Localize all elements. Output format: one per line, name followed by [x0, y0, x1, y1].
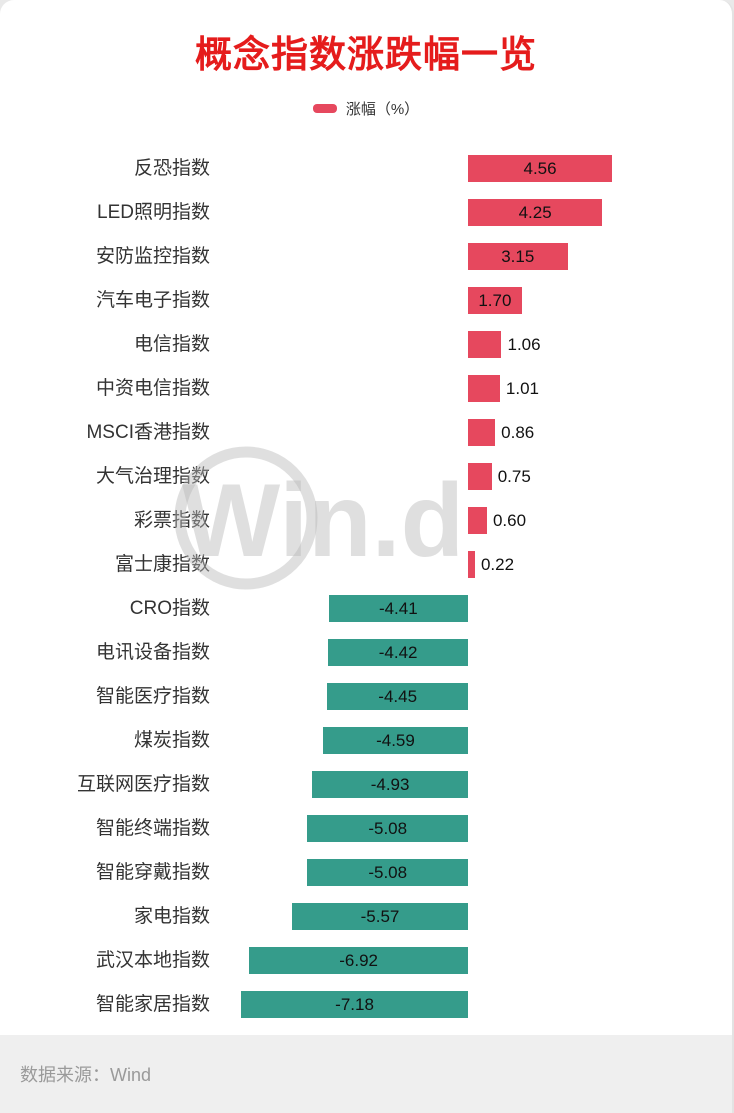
chart-row: 智能终端指数 -5.08	[0, 807, 732, 851]
category-label: 煤炭指数	[133, 730, 210, 751]
category-label: 电讯设备指数	[95, 642, 210, 663]
positive-bar	[468, 419, 496, 446]
legend-swatch-icon	[312, 104, 337, 113]
value-label: 0.22	[480, 555, 515, 574]
positive-bar	[468, 155, 613, 182]
value-label: 1.70	[478, 291, 512, 310]
category-label: 智能穿戴指数	[95, 862, 210, 883]
value-label: 1.01	[505, 379, 539, 398]
legend-label: 涨幅（%）	[345, 101, 420, 118]
chart-row: 智能医疗指数 -4.45	[0, 675, 732, 719]
chart-row: 智能家居指数 -7.18	[0, 983, 732, 1027]
value-label: 4.25	[518, 203, 552, 222]
chart-row: 电讯设备指数 -4.42	[0, 631, 732, 675]
chart-row: 中资电信指数 1.01	[0, 367, 732, 411]
negative-bar	[322, 727, 468, 754]
positive-bar	[468, 463, 492, 490]
chart-row: LED照明指数 4.25	[0, 191, 732, 235]
category-label: 汽车电子指数	[95, 290, 210, 311]
category-label: 大气治理指数	[95, 466, 210, 487]
category-label: 电信指数	[133, 334, 210, 355]
value-label: 1.06	[507, 335, 541, 354]
negative-bar	[307, 859, 468, 886]
chart-row: 反恐指数 4.56	[0, 147, 732, 191]
category-label: LED照明指数	[97, 202, 210, 223]
negative-bar	[249, 947, 468, 974]
chart-row: 互联网医疗指数 -4.93	[0, 763, 732, 807]
category-label: 智能医疗指数	[95, 686, 210, 707]
positive-bar	[468, 507, 487, 534]
chart-row: 电信指数 1.06	[0, 323, 732, 367]
value-label: -4.45	[378, 687, 418, 706]
chart-row: CRO指数 -4.41	[0, 587, 732, 631]
positive-bar	[468, 199, 603, 226]
chart-row: 煤炭指数 -4.59	[0, 719, 732, 763]
value-label: 0.75	[497, 467, 531, 486]
bar-chart: 反恐指数 4.56 LED照明指数 4.25 安防监控指数 3.15 汽车电子指数 1.70 电…	[0, 147, 732, 1027]
category-label: 彩票指数	[133, 510, 210, 531]
positive-bar	[468, 375, 500, 402]
negative-bar	[291, 903, 468, 930]
positive-bar	[468, 287, 522, 314]
chart-row: 富士康指数 0.22	[0, 543, 732, 587]
chart-row: 家电指数 -5.57	[0, 895, 732, 939]
negative-bar	[327, 683, 468, 710]
chart-row: MSCI香港指数 0.86	[0, 411, 732, 455]
data-source-bar: 数据来源：Wind	[0, 1035, 732, 1113]
negative-bar	[328, 595, 468, 622]
category-label: MSCI香港指数	[86, 422, 210, 443]
value-label: -4.59	[376, 731, 415, 750]
value-label: 4.56	[523, 159, 557, 178]
category-label: 中资电信指数	[95, 378, 210, 399]
value-label: -4.93	[370, 775, 410, 794]
value-label: 0.60	[492, 511, 527, 530]
positive-bar	[468, 551, 475, 578]
data-source-label: 数据来源：Wind	[20, 1065, 152, 1085]
category-label: 武汉本地指数	[95, 950, 210, 971]
value-label: -7.18	[335, 995, 374, 1014]
category-label: CRO指数	[129, 598, 210, 619]
negative-bar	[307, 815, 468, 842]
category-label: 智能终端指数	[95, 818, 210, 839]
negative-bar	[312, 771, 468, 798]
negative-bar	[241, 991, 468, 1018]
category-label: 智能家居指数	[95, 994, 210, 1015]
value-label: -5.57	[360, 907, 400, 926]
value-label: -6.92	[339, 951, 379, 970]
chart-row: 智能穿戴指数 -5.08	[0, 851, 732, 895]
category-label: 反恐指数	[133, 158, 210, 179]
value-label: -5.08	[368, 863, 408, 882]
chart-row: 大气治理指数 0.75	[0, 455, 732, 499]
legend: 涨幅（%）	[0, 98, 732, 119]
value-label: -4.42	[378, 643, 418, 662]
chart-row: 汽车电子指数 1.70	[0, 279, 732, 323]
negative-bar	[328, 639, 468, 666]
value-label: -4.41	[378, 599, 418, 618]
positive-bar	[468, 243, 568, 270]
category-label: 富士康指数	[114, 554, 210, 575]
chart-row: 武汉本地指数 -6.92	[0, 939, 732, 983]
value-label: 3.15	[501, 247, 535, 266]
chart-row: 彩票指数 0.60	[0, 499, 732, 543]
value-label: -5.08	[368, 819, 408, 838]
value-label: 0.86	[501, 423, 535, 442]
category-label: 家电指数	[133, 906, 210, 927]
positive-bar	[468, 331, 502, 358]
category-label: 安防监控指数	[95, 246, 210, 267]
category-label: 互联网医疗指数	[76, 774, 210, 795]
chart-row: 安防监控指数 3.15	[0, 235, 732, 279]
chart-title: 概念指数涨跌幅一览	[195, 34, 537, 75]
